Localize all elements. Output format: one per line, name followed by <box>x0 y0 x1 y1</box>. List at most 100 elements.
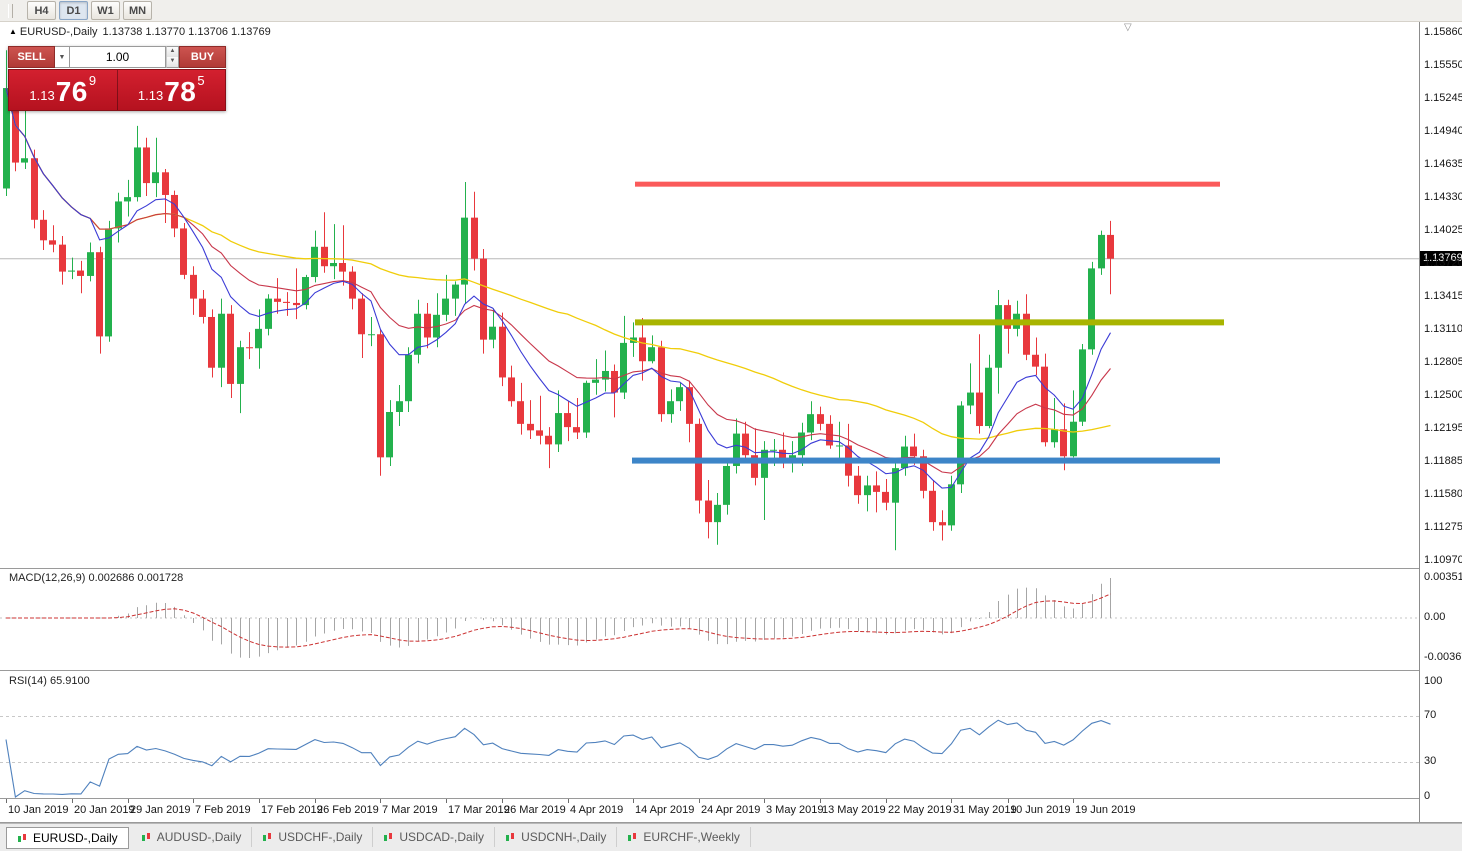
time-tick <box>502 799 503 803</box>
price-scale-label: 1.13110 <box>1424 323 1462 335</box>
price-scale-label: 1.13415 <box>1424 290 1462 302</box>
chart-macd-divider[interactable] <box>0 568 1462 569</box>
tab-chart-icon <box>141 832 150 841</box>
chart-shift-marker-icon[interactable]: ▽ <box>1124 22 1132 33</box>
candle-body <box>265 298 272 329</box>
candle-body <box>302 277 309 306</box>
candle-body <box>162 172 169 195</box>
price-scale-label: 1.12195 <box>1424 422 1462 434</box>
candle-body <box>255 328 262 349</box>
sell-price-prefix: 1.13 <box>29 88 55 103</box>
timeframe-buttons: H4 D1 W1 MN <box>27 1 155 20</box>
candle-body <box>536 430 543 436</box>
candle-body <box>658 347 665 415</box>
time-tick <box>820 799 821 803</box>
macd-panel[interactable] <box>0 570 1419 670</box>
candle-body <box>87 252 94 276</box>
timeframe-button-w1[interactable]: W1 <box>91 1 120 20</box>
volume-stepper: ▲ ▼ <box>166 46 179 68</box>
candle-body <box>377 334 384 458</box>
candle-body <box>929 490 936 523</box>
candle-body <box>1032 354 1039 367</box>
price-scale-label: 1.15245 <box>1424 92 1462 104</box>
timeframe-button-d1[interactable]: D1 <box>59 1 88 20</box>
price-scale-label: 1.11275 <box>1424 521 1462 533</box>
chart-tab-usdchf[interactable]: USDCHF-,Daily <box>252 827 374 847</box>
volume-dropdown-icon[interactable]: ▼ <box>55 46 70 68</box>
price-scale-label: 1.10970 <box>1424 554 1462 566</box>
candle-body <box>68 270 75 272</box>
toolbar-grip[interactable] <box>8 3 13 18</box>
candle-body <box>442 298 449 315</box>
buy-price-pipette: 5 <box>197 73 205 88</box>
candle-body <box>648 347 655 362</box>
volume-step-down-icon[interactable]: ▼ <box>167 57 178 67</box>
candle-body <box>339 262 346 272</box>
time-axis-label: 3 May 2019 <box>766 804 824 816</box>
sell-price-panel[interactable]: 1.13 76 9 <box>9 70 118 110</box>
volume-input[interactable]: 1.00 <box>70 46 166 68</box>
candle-body <box>3 88 10 189</box>
candle-body <box>1041 366 1048 443</box>
chart-tab-eurusd[interactable]: EURUSD-,Daily <box>6 827 129 849</box>
candle-body <box>517 401 524 424</box>
price-scale[interactable]: 1.13769 0.003518 0.00 -0.00367 100 70 30… <box>1420 22 1462 822</box>
timeframe-button-mn[interactable]: MN <box>123 1 152 20</box>
chart-tab-usdcnh[interactable]: USDCNH-,Daily <box>495 827 618 847</box>
price-chart[interactable] <box>0 22 1419 568</box>
chart-tab-usdcad[interactable]: USDCAD-,Daily <box>373 827 496 847</box>
candle-body <box>283 301 290 303</box>
volume-step-up-icon[interactable]: ▲ <box>167 47 178 57</box>
time-tick <box>699 799 700 803</box>
candle-body <box>1070 421 1077 457</box>
breakout-line[interactable] <box>635 319 1224 326</box>
candle-body <box>555 413 562 445</box>
chart-tab-audusd[interactable]: AUDUSD-,Daily <box>131 827 253 847</box>
buy-price-panel[interactable]: 1.13 78 5 <box>118 70 226 110</box>
rsi-panel[interactable] <box>0 672 1419 799</box>
candle-body <box>134 147 141 198</box>
rsi-scale-0: 0 <box>1424 790 1431 802</box>
candle-body <box>620 342 627 393</box>
resistance-line[interactable] <box>635 181 1220 187</box>
time-axis-label: 24 Apr 2019 <box>701 804 761 816</box>
candle-body <box>892 468 899 503</box>
ma-slow-line[interactable] <box>5 87 1111 440</box>
price-scale-label: 1.13720 <box>1424 257 1462 269</box>
rsi-label: RSI(14) 65.9100 <box>9 675 90 687</box>
candle-body <box>761 449 768 478</box>
buy-button[interactable]: BUY <box>179 46 226 68</box>
candle-body <box>779 449 786 461</box>
rsi-scale-70: 70 <box>1424 709 1437 721</box>
symbol-title: EURUSD-,Daily <box>19 26 98 38</box>
candle-body <box>414 313 421 355</box>
time-axis-label: 10 Jan 2019 <box>8 804 69 816</box>
ma-fast-line[interactable] <box>5 87 1111 489</box>
candle-body <box>864 485 871 496</box>
candle-body <box>854 475 861 496</box>
timeframe-button-h4[interactable]: H4 <box>27 1 56 20</box>
candle-body <box>208 316 215 368</box>
support-line[interactable] <box>632 457 1220 464</box>
candle-body <box>358 298 365 335</box>
macd-rsi-divider[interactable] <box>0 670 1462 671</box>
macd-label: MACD(12,26,9) 0.002686 0.001728 <box>9 572 184 584</box>
time-tick <box>886 799 887 803</box>
candle-body <box>218 313 225 368</box>
candle-body <box>882 491 889 503</box>
candle-body <box>714 504 721 523</box>
tab-chart-icon <box>263 832 272 841</box>
tab-chart-icon <box>506 832 515 841</box>
price-scale-label: 1.14940 <box>1424 125 1462 137</box>
candle-body <box>583 382 590 433</box>
sell-button[interactable]: SELL <box>8 46 55 68</box>
price-scale-label: 1.15550 <box>1424 59 1462 71</box>
chart-tab-eurchf[interactable]: EURCHF-,Weekly <box>617 827 751 847</box>
candle-body <box>96 252 103 337</box>
candle-body <box>330 262 337 267</box>
price-scale-label: 1.12805 <box>1424 356 1462 368</box>
timeframe-toolbar: H4 D1 W1 MN <box>0 0 1462 22</box>
candle-body <box>573 427 580 433</box>
candle-body <box>686 387 693 424</box>
